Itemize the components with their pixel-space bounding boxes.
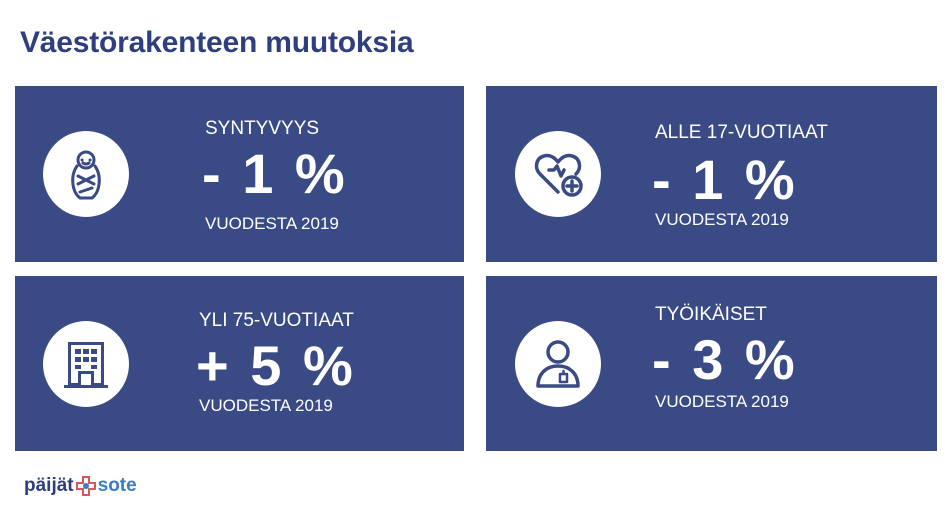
icon-circle: [43, 131, 129, 217]
stat-card-syntyvyys: SYNTYVYYS - 1 % VUODESTA 2019: [15, 86, 464, 262]
stat-card-tyoikaiset: TYÖIKÄISET - 3 % VUODESTA 2019: [486, 276, 937, 451]
logo-text-right: sote: [97, 475, 137, 496]
icon-circle: [515, 321, 601, 407]
stat-value: - 3 %: [652, 328, 798, 391]
stat-value: - 1 %: [652, 148, 798, 211]
logo: päijät sote: [24, 475, 137, 497]
stat-sub: VUODESTA 2019: [655, 392, 789, 411]
worker-icon: [536, 340, 580, 388]
icon-circle: [515, 131, 601, 217]
stat-card-alle-17: ALLE 17-VUOTIAAT - 1 % VUODESTA 2019: [486, 86, 937, 262]
stat-label: YLI 75-VUOTIAAT: [199, 310, 354, 331]
building-icon: [64, 342, 108, 388]
baby-icon: [71, 150, 101, 200]
stat-label: ALLE 17-VUOTIAAT: [655, 122, 828, 143]
stat-sub: VUODESTA 2019: [199, 396, 333, 415]
stat-value: + 5 %: [196, 334, 356, 397]
stat-card-yli-75: YLI 75-VUOTIAAT + 5 % VUODESTA 2019: [15, 276, 464, 451]
heart-plus-icon: [534, 153, 583, 197]
page-title: Väestörakenteen muutoksia: [20, 26, 414, 59]
stat-sub: VUODESTA 2019: [205, 214, 339, 233]
stat-value: - 1 %: [202, 142, 348, 205]
stat-sub: VUODESTA 2019: [655, 210, 789, 229]
stat-label: TYÖIKÄISET: [655, 304, 767, 325]
stat-label: SYNTYVYYS: [205, 118, 320, 139]
logo-text-left: päijät: [24, 475, 74, 496]
cross-logo-icon: [75, 476, 96, 496]
icon-circle: [43, 321, 129, 407]
